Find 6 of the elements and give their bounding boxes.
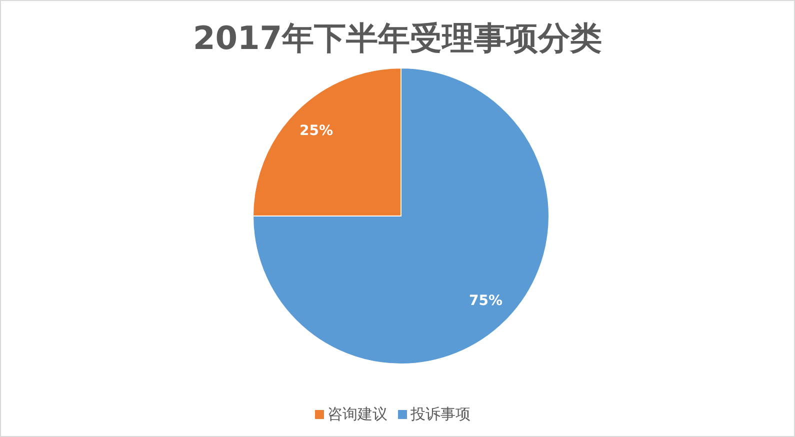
data-label: 75% — [469, 292, 503, 309]
legend-label: 投诉事项 — [410, 405, 470, 423]
chart-title: 2017年下半年受理事项分类 — [192, 18, 604, 59]
legend-label: 咨询建议 — [328, 405, 388, 423]
data-label: 25% — [299, 123, 333, 140]
pie-slice — [252, 68, 550, 364]
